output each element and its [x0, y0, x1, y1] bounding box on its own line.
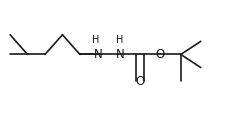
Text: N: N — [115, 48, 124, 61]
Text: N: N — [94, 48, 103, 61]
Text: H: H — [116, 35, 123, 45]
Text: O: O — [135, 75, 144, 88]
Text: H: H — [92, 35, 99, 45]
Text: O: O — [155, 48, 164, 61]
